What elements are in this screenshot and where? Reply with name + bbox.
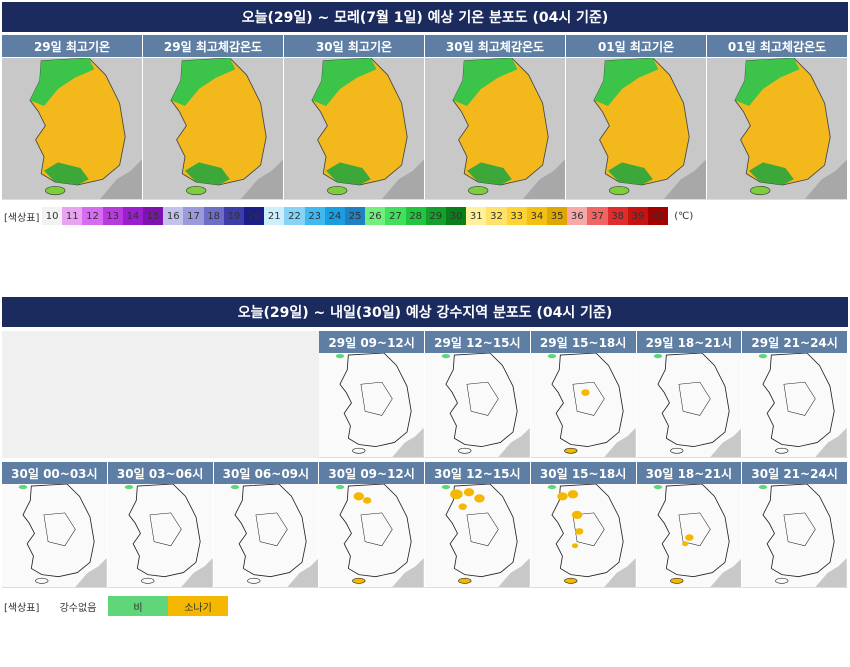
temperature-column-header: 30일 최고기온 xyxy=(284,35,425,57)
precipitation-map xyxy=(2,483,108,588)
map-image xyxy=(2,57,142,199)
map-image xyxy=(530,483,636,587)
precipitation-map xyxy=(636,352,743,458)
map-image xyxy=(425,57,565,199)
map-image xyxy=(213,483,319,587)
scale-cell: 16 xyxy=(163,207,184,225)
map-image xyxy=(143,57,283,199)
map-image xyxy=(742,352,847,457)
scale-cell: 38 xyxy=(607,207,628,225)
precipitation-column-header: 29일 21~24시 xyxy=(742,331,848,353)
precipitation-column-header: 29일 12~15시 xyxy=(425,331,531,353)
precipitation-column-header: 30일 03~06시 xyxy=(107,462,214,484)
precipitation-map xyxy=(742,352,848,458)
map-image xyxy=(707,57,847,199)
empty-block xyxy=(2,331,320,458)
precipitation-map xyxy=(425,352,531,458)
precipitation-column-header: 30일 09~12시 xyxy=(319,462,425,484)
precipitation-column-header: 30일 15~18시 xyxy=(530,462,637,484)
scale-cell: 27 xyxy=(385,207,406,225)
temperature-unit: (℃) xyxy=(674,210,694,222)
map-image xyxy=(636,352,742,457)
temperature-map xyxy=(143,57,284,200)
scale-cell: 35 xyxy=(547,207,568,225)
precipitation-column-header: 30일 18~21시 xyxy=(636,462,743,484)
temperature-map xyxy=(2,57,143,200)
precipitation-map xyxy=(742,483,848,588)
map-image xyxy=(425,352,530,457)
map-image xyxy=(742,483,847,587)
scale-cell: 31 xyxy=(466,207,487,225)
scale-cell: 32 xyxy=(486,207,507,225)
precipitation-title: 오늘(29일) ~ 내일(30일) 예상 강수지역 분포도 (04시 기준) xyxy=(2,297,848,327)
scale-cell: 14 xyxy=(122,207,143,225)
map-image xyxy=(319,483,424,587)
precipitation-column-header: 29일 18~21시 xyxy=(636,331,743,353)
scale-cell: 30 xyxy=(446,207,467,225)
scale-cell: 11 xyxy=(62,207,83,225)
precipitation-map xyxy=(107,483,214,588)
scale-cell: 25 xyxy=(345,207,366,225)
map-image xyxy=(284,57,424,199)
scale-cell: 34 xyxy=(526,207,547,225)
scale-cell: 13 xyxy=(102,207,123,225)
precipitation-column-header: 30일 12~15시 xyxy=(425,462,531,484)
precipitation-column-header: 29일 09~12시 xyxy=(319,331,425,353)
temperature-column-header: 29일 최고체감온도 xyxy=(143,35,284,57)
map-image xyxy=(319,352,424,457)
scale-cell: 37 xyxy=(587,207,608,225)
precipitation-column-header: 30일 06~09시 xyxy=(213,462,320,484)
precipitation-map xyxy=(530,483,637,588)
temperature-map xyxy=(707,57,848,200)
legend-item: 강수없음 xyxy=(59,602,97,614)
scale-cell: 17 xyxy=(183,207,204,225)
temperature-map xyxy=(425,57,566,200)
temperature-column-header: 30일 최고체감온도 xyxy=(425,35,566,57)
precipitation-column-header: 29일 15~18시 xyxy=(530,331,637,353)
scale-cell: 29 xyxy=(425,207,446,225)
scale-cell: 24 xyxy=(324,207,345,225)
legend-item: 소나기 xyxy=(168,596,228,616)
precipitation-map xyxy=(636,483,743,588)
scale-cell: 15 xyxy=(143,207,164,225)
scale-cell: 19 xyxy=(223,207,244,225)
precipitation-map xyxy=(319,352,425,458)
scale-cell: 39 xyxy=(627,207,648,225)
scale-cell: 36 xyxy=(567,207,588,225)
precipitation-column-header: 30일 00~03시 xyxy=(2,462,108,484)
precipitation-column-header: 30일 21~24시 xyxy=(742,462,848,484)
scale-cell: 20 xyxy=(244,207,265,225)
precipitation-map xyxy=(319,483,425,588)
temperature-map xyxy=(284,57,425,200)
temperature-map xyxy=(566,57,707,200)
map-image xyxy=(107,483,213,587)
scale-cell: 18 xyxy=(203,207,224,225)
map-image xyxy=(566,57,706,199)
precipitation-map xyxy=(530,352,637,458)
scale-cell: 21 xyxy=(264,207,285,225)
scale-cell: 33 xyxy=(506,207,527,225)
scale-cell: 10 xyxy=(42,207,63,225)
map-image xyxy=(425,483,530,587)
scale-cell: 26 xyxy=(365,207,386,225)
precipitation-map xyxy=(213,483,320,588)
precipitation-map xyxy=(425,483,531,588)
scale-cell: 28 xyxy=(405,207,426,225)
temperature-title: 오늘(29일) ~ 모레(7월 1일) 예상 기온 분포도 (04시 기준) xyxy=(2,2,848,32)
temperature-column-header: 01일 최고기온 xyxy=(566,35,707,57)
legend-item: 비 xyxy=(108,596,168,616)
scale-cell: 23 xyxy=(304,207,325,225)
temperature-column-header: 29일 최고기온 xyxy=(2,35,143,57)
temperature-legend-label: [색상표] xyxy=(4,212,40,224)
scale-cell: 22 xyxy=(284,207,305,225)
scale-cell: 12 xyxy=(82,207,103,225)
temperature-column-header: 01일 최고체감온도 xyxy=(707,35,848,57)
scale-cell: 40 xyxy=(648,207,669,225)
map-image xyxy=(2,483,107,587)
map-image xyxy=(636,483,742,587)
map-image xyxy=(530,352,636,457)
precipitation-legend-label: [색상표] xyxy=(4,602,40,614)
